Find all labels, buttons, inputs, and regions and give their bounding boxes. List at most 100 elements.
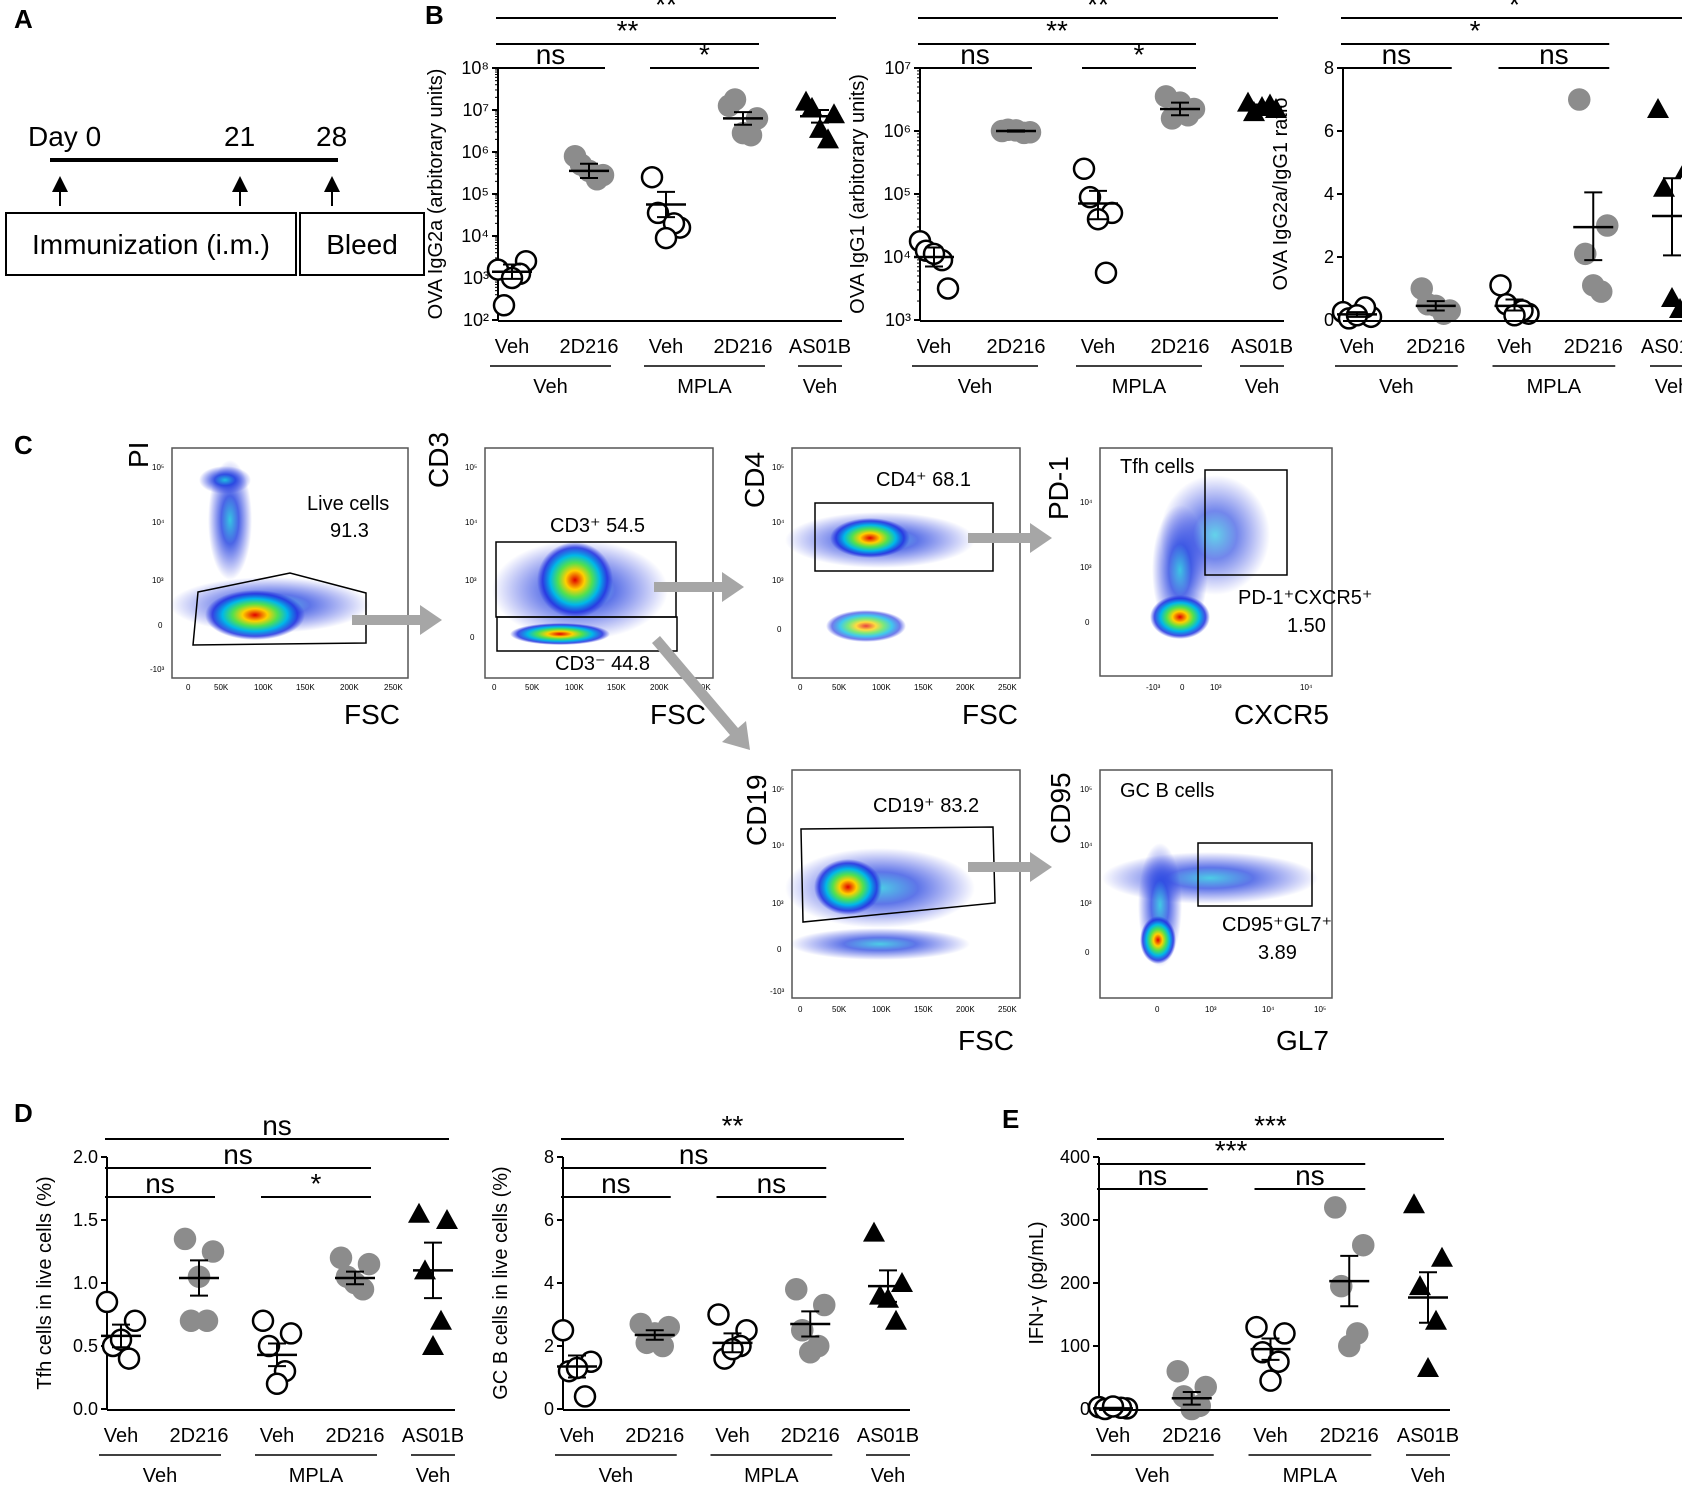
flow-plot-cd3-xlabel: FSC bbox=[650, 699, 706, 730]
gl7-tick: 10⁴ bbox=[1262, 1005, 1275, 1014]
x-tick-label: 2D216 bbox=[714, 336, 773, 358]
group-label: MPLA bbox=[744, 1465, 799, 1487]
chart-ifng: 0 100 200 300 400 IFN-γ (pg/mL) ****** ns ns Veh 2… bbox=[1026, 1110, 1459, 1487]
group-label: MPLA bbox=[1527, 376, 1582, 398]
tfh-gate bbox=[1204, 469, 1288, 576]
fsc-tick: 100K bbox=[872, 683, 891, 692]
chart-igg2a: 10² 10³ 10⁴ 10⁵ 10⁶ 10⁷ 10⁸ OVA IgG2a (arbitora… bbox=[425, 0, 851, 398]
data-point bbox=[1661, 286, 1682, 307]
y-tick-label: 6 bbox=[1324, 121, 1334, 141]
fsc-tick: 200K bbox=[340, 683, 359, 692]
fsc-tick: 0 bbox=[798, 1005, 803, 1014]
significance-label: ns bbox=[679, 1139, 709, 1170]
y-tick-label: 10² bbox=[463, 310, 489, 330]
cxcr5-tick: 10⁴ bbox=[1300, 683, 1313, 692]
data-point bbox=[357, 1252, 381, 1276]
data-point bbox=[723, 88, 747, 111]
cd3-pos-core bbox=[537, 542, 613, 618]
fsc-tick: 0 bbox=[798, 683, 803, 692]
data-point bbox=[1273, 1322, 1296, 1345]
group-label: Veh bbox=[803, 376, 837, 398]
y-tick-label: 0 bbox=[1324, 310, 1334, 330]
x-tick-label: Veh bbox=[260, 1425, 294, 1447]
x-tick-label: Veh bbox=[104, 1425, 138, 1447]
y-axis-label: OVA IgG2a/IgG1 ratio bbox=[1270, 97, 1292, 290]
significance-label: ** bbox=[722, 1110, 744, 1141]
data-point bbox=[251, 1309, 275, 1333]
group-label: MPLA bbox=[677, 376, 732, 398]
y-tick-label: 10³ bbox=[463, 268, 489, 288]
significance-label: ** bbox=[617, 15, 639, 46]
x-tick-label: Veh bbox=[495, 336, 529, 358]
data-point bbox=[1352, 1233, 1375, 1257]
y-tick-label: 10⁷ bbox=[884, 58, 911, 78]
flow-plot-cd19: CD19⁺ 83.2 CD19 FSC 0 50K 100K 150K 200K… bbox=[741, 769, 1021, 1056]
y-tick-label: 4 bbox=[544, 1273, 554, 1293]
data-point bbox=[173, 1227, 197, 1251]
fsc-tick: 50K bbox=[214, 683, 229, 692]
data-point bbox=[408, 1202, 430, 1223]
data-point bbox=[1072, 157, 1096, 181]
flow-plot-tfh-ylabel: PD-1 bbox=[1043, 456, 1074, 520]
log-tick: 0 bbox=[777, 625, 782, 634]
flow-plot-cd3: CD3⁺ 54.5 CD3⁻ 44.8 CD3 FSC 0 50K 100K 1… bbox=[423, 432, 714, 730]
significance-label: ns bbox=[223, 1139, 253, 1170]
flow-plot-gcb-xlabel: GL7 bbox=[1276, 1025, 1329, 1056]
x-tick-label: Veh bbox=[560, 1425, 594, 1447]
data-point bbox=[265, 1372, 289, 1396]
fsc-tick: 0 bbox=[492, 683, 497, 692]
x-tick-label: AS01B bbox=[789, 336, 851, 358]
x-tick-label: Veh bbox=[1497, 336, 1531, 358]
fsc-tick: 200K bbox=[956, 1005, 975, 1014]
log-tick: 10⁵ bbox=[1080, 785, 1092, 794]
fsc-tick: 250K bbox=[998, 1005, 1017, 1014]
significance-label: ns bbox=[601, 1168, 631, 1199]
x-tick-label: 2D216 bbox=[1151, 336, 1210, 358]
panel-label-b: B bbox=[425, 0, 444, 30]
bleed-label: Bleed bbox=[326, 229, 398, 260]
y-axis-label: OVA IgG2a (arbitorary units) bbox=[425, 69, 447, 320]
x-tick-label: AS01B bbox=[402, 1425, 464, 1447]
gating-arrow-cd4-to-tfh bbox=[968, 523, 1052, 553]
data-point bbox=[654, 226, 678, 250]
data-point bbox=[422, 1335, 444, 1355]
live-gate-label: Live cells bbox=[307, 493, 389, 515]
fsc-tick: 150K bbox=[296, 683, 315, 692]
fsc-tick: 200K bbox=[650, 683, 669, 692]
y-tick-label: 8 bbox=[544, 1147, 554, 1167]
data-point bbox=[1078, 185, 1102, 209]
panel-label-d: D bbox=[14, 1098, 33, 1128]
y-tick-label: 10⁴ bbox=[883, 247, 911, 267]
flow-plot-gcb-xticks: 0 10³ 10⁴ 10⁵ bbox=[1155, 1005, 1326, 1014]
group-label: MPLA bbox=[1283, 1465, 1338, 1487]
cd19-core bbox=[814, 859, 882, 915]
gcb-title: GC B cells bbox=[1120, 780, 1214, 802]
log-tick: 10³ bbox=[152, 576, 164, 585]
y-tick-label: 2 bbox=[1324, 247, 1334, 267]
data-point bbox=[1267, 1350, 1290, 1373]
chart-gcb: 0 2 4 6 8 GC B cells in live cells (%) ** ns ns n… bbox=[490, 1110, 919, 1487]
group-label: Veh bbox=[1411, 1465, 1445, 1487]
x-tick-label: Veh bbox=[917, 336, 951, 358]
cd19-gate-label: CD19⁺ 83.2 bbox=[873, 795, 979, 817]
significance-label: ns bbox=[1539, 39, 1569, 70]
x-tick-label: Veh bbox=[649, 336, 683, 358]
y-tick-label: 300 bbox=[1060, 1210, 1090, 1230]
tfh-gate-label: PD-1⁺CXCR5⁺ bbox=[1238, 587, 1372, 609]
y-tick-label: 10⁶ bbox=[884, 121, 911, 141]
data-point bbox=[1574, 242, 1597, 266]
group-label: Veh bbox=[871, 1465, 905, 1487]
data-point bbox=[195, 1309, 219, 1333]
x-tick-label: 2D216 bbox=[781, 1425, 840, 1447]
fsc-tick: 50K bbox=[525, 683, 540, 692]
group-label: Veh bbox=[958, 376, 992, 398]
x-tick-label: AS01B bbox=[1231, 336, 1293, 358]
y-tick-label: 10⁶ bbox=[462, 142, 489, 162]
data-point bbox=[1324, 1196, 1347, 1219]
log-tick: 10⁴ bbox=[152, 518, 165, 527]
data-point bbox=[1101, 1395, 1125, 1418]
x-tick-label: Veh bbox=[1096, 1425, 1130, 1447]
gl7-tick: 10³ bbox=[1205, 1005, 1217, 1014]
data-point bbox=[1582, 274, 1605, 297]
